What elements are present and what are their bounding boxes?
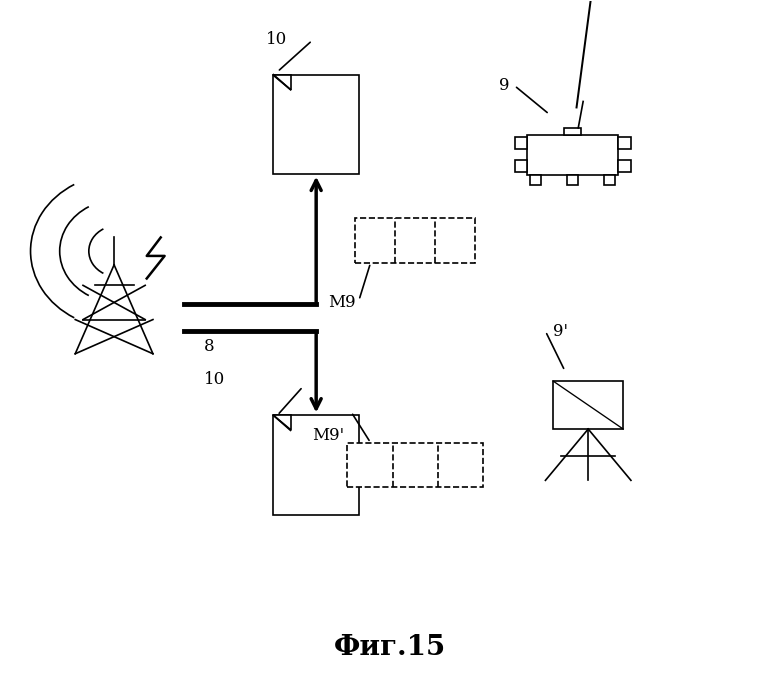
Text: 10: 10 (266, 31, 287, 48)
FancyBboxPatch shape (347, 442, 484, 487)
Text: 9: 9 (499, 77, 509, 94)
FancyBboxPatch shape (355, 218, 476, 262)
Text: M9: M9 (328, 294, 356, 311)
FancyBboxPatch shape (618, 137, 631, 149)
Text: 10: 10 (204, 370, 225, 387)
FancyBboxPatch shape (618, 159, 631, 172)
Text: M9': M9' (312, 427, 345, 444)
FancyBboxPatch shape (604, 175, 615, 185)
FancyBboxPatch shape (564, 128, 581, 135)
FancyBboxPatch shape (274, 416, 359, 515)
FancyBboxPatch shape (553, 381, 623, 429)
Polygon shape (274, 75, 290, 90)
FancyBboxPatch shape (527, 135, 618, 175)
FancyBboxPatch shape (515, 159, 527, 172)
Text: 9': 9' (553, 323, 568, 339)
Polygon shape (274, 416, 290, 430)
Text: Фиг.15: Фиг.15 (334, 635, 446, 662)
FancyBboxPatch shape (530, 175, 541, 185)
FancyBboxPatch shape (274, 75, 359, 174)
FancyBboxPatch shape (567, 175, 578, 185)
Text: 8: 8 (204, 339, 214, 355)
FancyBboxPatch shape (515, 137, 527, 149)
